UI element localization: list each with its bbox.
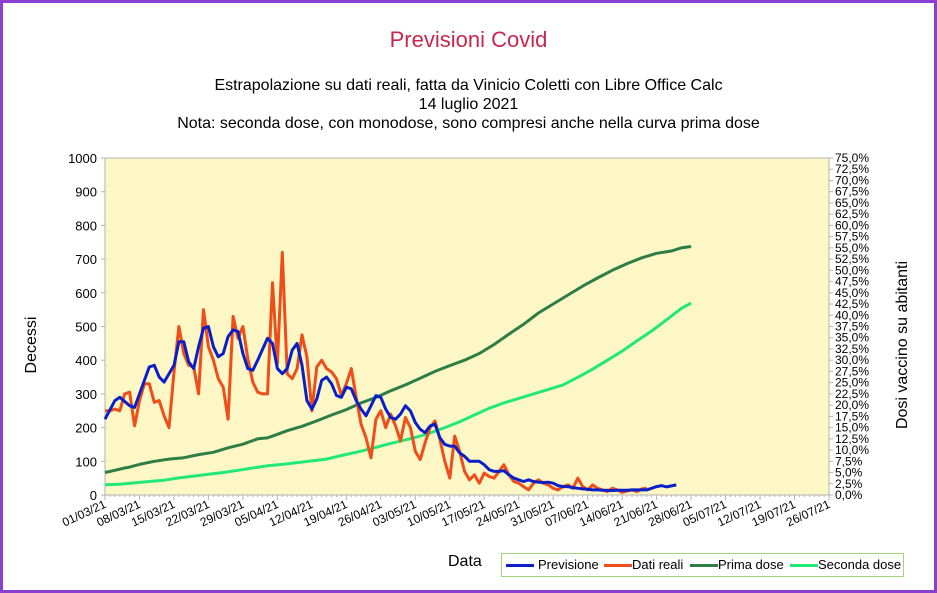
y-tick-label: 100 (75, 454, 97, 469)
y2-tick-label: 25,0% (835, 376, 869, 390)
legend-label-prima-dose: Prima dose (718, 557, 784, 572)
x-axis-label: Data (448, 553, 482, 570)
y2-tick-label: 0,0% (835, 488, 863, 502)
y2-tick-label: 57,5% (835, 230, 869, 244)
legend: Previsione Dati reali Prima dose Seconda… (501, 553, 904, 577)
y-tick-label: 700 (75, 252, 97, 267)
y2-tick-label: 55,0% (835, 241, 869, 255)
y2-axis-label: Dosi vaccino su abitanti (894, 261, 911, 429)
legend-label-previsione: Previsione (538, 557, 599, 572)
y-tick-label: 1000 (68, 151, 97, 166)
y2-tick-label: 75,0% (835, 151, 869, 165)
y2-tick-label: 60,0% (835, 218, 869, 232)
legend-swatch-prima-dose (690, 564, 718, 567)
y2-tick-label: 72,5% (835, 162, 869, 176)
y2-tick-label: 52,5% (835, 252, 869, 266)
y2-tick-label: 12,5% (835, 432, 869, 446)
y2-tick-label: 35,0% (835, 331, 869, 345)
y2-tick-label: 42,5% (835, 297, 869, 311)
chart-subtitle-line-3: Nota: seconda dose, con monodose, sono c… (177, 115, 760, 132)
y-tick-label: 200 (75, 421, 97, 436)
legend-swatch-dati-reali (604, 564, 632, 567)
y2-tick-label: 10,0% (835, 443, 869, 457)
plot-area (104, 157, 830, 496)
y2-tick-label: 65,0% (835, 196, 869, 210)
y2-tick-label: 2,5% (835, 477, 863, 491)
y2-tick-label: 17,5% (835, 409, 869, 423)
y-tick-label: 400 (75, 353, 97, 368)
y-tick-label: 500 (75, 320, 97, 335)
y2-tick-label: 45,0% (835, 286, 869, 300)
y2-tick-label: 30,0% (835, 353, 869, 367)
y2-tick-label: 47,5% (835, 275, 869, 289)
chart-subtitle-line-1: Estrapolazione su dati reali, fatta da V… (214, 77, 723, 94)
y-tick-label: 600 (75, 286, 97, 301)
legend-label-dati-reali: Dati reali (632, 557, 684, 572)
series-line-dati-reali (105, 250, 647, 494)
y-axis-label: Decessi (23, 317, 40, 374)
y-tick-label: 300 (75, 387, 97, 402)
y-tick-label: 800 (75, 218, 97, 233)
y2-tick-label: 20,0% (835, 398, 869, 412)
legend-swatch-seconda-dose (790, 564, 818, 567)
y2-tick-label: 67,5% (835, 185, 869, 199)
legend-swatch-previsione (506, 564, 534, 567)
y2-tick-label: 32,5% (835, 342, 869, 356)
y2-tick-label: 5,0% (835, 466, 863, 480)
legend-label-seconda-dose: Seconda dose (818, 557, 902, 572)
series-line-previsione (103, 325, 677, 493)
y2-tick-label: 15,0% (835, 421, 869, 435)
chart-subtitle-line-2: 14 luglio 2021 (418, 96, 519, 113)
y2-tick-label: 40,0% (835, 308, 869, 322)
chart-title: Previsioni Covid (389, 27, 548, 52)
series-line-prima-dose (104, 245, 692, 474)
y2-tick-label: 37,5% (835, 320, 869, 334)
y-tick-label: 900 (75, 185, 97, 200)
y2-tick-label: 70,0% (835, 173, 869, 187)
y2-tick-label: 22,5% (835, 387, 869, 401)
y2-tick-label: 62,5% (835, 207, 869, 221)
y-tick-label: 0 (90, 488, 97, 503)
y2-tick-label: 27,5% (835, 364, 869, 378)
y2-tick-label: 7,5% (835, 454, 863, 468)
y2-tick-label: 50,0% (835, 263, 869, 277)
